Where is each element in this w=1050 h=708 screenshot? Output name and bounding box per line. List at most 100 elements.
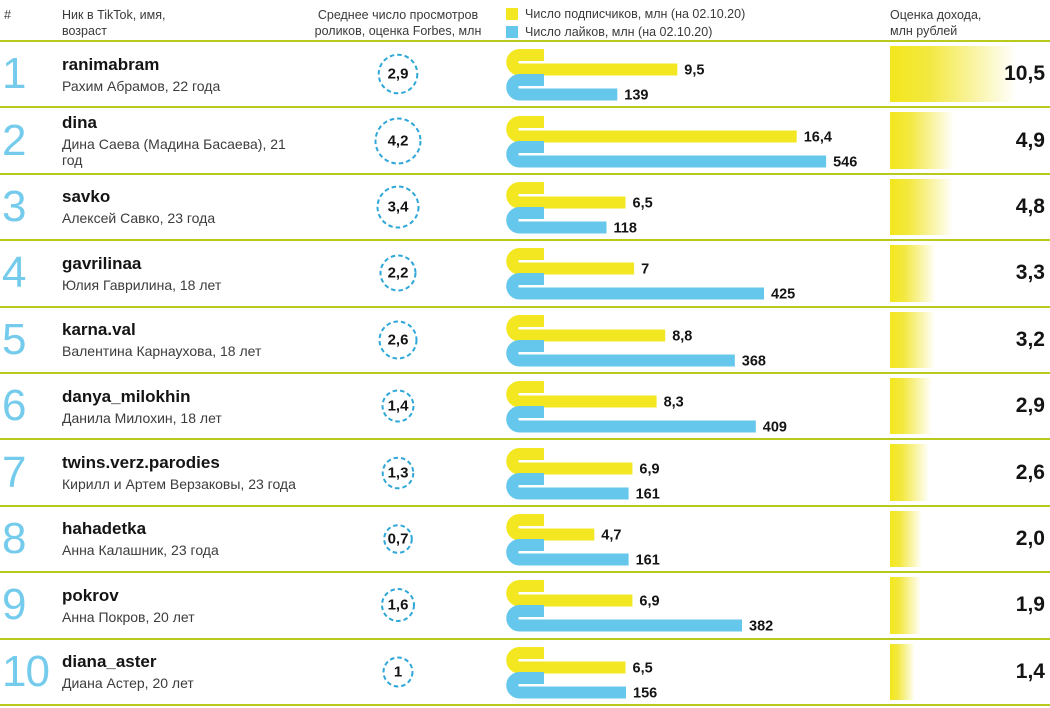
- likes-bar: [506, 538, 629, 566]
- person-info: Юлия Гаврилина, 18 лет: [62, 276, 222, 293]
- rank-number: 8: [2, 513, 26, 563]
- subscribers-bar: [506, 447, 633, 475]
- likes-value: 425: [771, 287, 795, 303]
- ranking-row: 4 gavrilinaa Юлия Гаврилина, 18 лет 2,2 …: [0, 241, 1050, 308]
- nickname: savko: [62, 187, 111, 207]
- blogger-cell: hahadetka Анна Калашник, 23 года: [56, 519, 304, 558]
- likes-bar: [506, 406, 756, 433]
- income-cell: 1,4: [872, 640, 1050, 704]
- bars-cell: 6,9 382: [492, 573, 872, 637]
- views-value: 2,2: [388, 265, 409, 282]
- views-value: 1,6: [388, 597, 409, 614]
- income-bar: [890, 444, 929, 501]
- views-circle-icon: [374, 117, 422, 165]
- blogger-cell: twins.verz.parodies Кирилл и Артем Верза…: [56, 453, 304, 492]
- ranking-row: 3 savko Алексей Савко, 23 года 3,4 6,5 1…: [0, 175, 1050, 242]
- bars-cell: 16,4 546: [492, 109, 872, 173]
- ranking-row: 9 pokrov Анна Покров, 20 лет 1,6 6,9 382…: [0, 573, 1050, 640]
- ranking-row: 7 twins.verz.parodies Кирилл и Артем Вер…: [0, 440, 1050, 507]
- views-value: 2,9: [388, 66, 409, 83]
- likes-value: 409: [763, 420, 787, 436]
- likes-value: 368: [742, 353, 766, 369]
- views-circle-icon: [379, 254, 417, 292]
- nickname: diana_aster: [62, 652, 157, 672]
- legend-item-subscribers: Число подписчиков, млн (на 02.10.20): [506, 7, 872, 21]
- likes-value: 161: [636, 552, 660, 568]
- subscribers-value: 16,4: [804, 129, 832, 145]
- subscribers-value: 6,9: [639, 461, 659, 477]
- rank-number: 6: [2, 381, 26, 431]
- blogger-cell: savko Алексей Савко, 23 года: [56, 187, 304, 226]
- bars-chart: 16,4 546: [506, 115, 857, 170]
- income-bar: [890, 510, 922, 568]
- views-value: 1,3: [388, 464, 409, 481]
- income-bar: [890, 46, 1016, 103]
- views-cell: 3,4: [304, 181, 492, 233]
- subscribers-value: 8,3: [664, 395, 684, 411]
- subscribers-bar: [506, 580, 633, 607]
- income-value: 2,0: [1015, 526, 1045, 550]
- nickname: gavrilinaa: [62, 253, 142, 273]
- ranking-row: 2 dina Дина Саева (Мадина Басаева), 21 г…: [0, 108, 1050, 175]
- ranking-row: 10 diana_aster Диана Астер, 20 лет 1 6,5…: [0, 640, 1050, 706]
- views-circle-icon: [381, 588, 415, 623]
- views-circle-chart: 0,7: [383, 524, 413, 554]
- views-circle-icon: [383, 524, 413, 554]
- ranking-row: 1 ranimabram Рахим Абрамов, 22 года 2,9 …: [0, 42, 1050, 109]
- income-cell: 2,6: [872, 440, 1050, 504]
- nickname: ranimabram: [62, 54, 160, 74]
- subscribers-value: 6,5: [633, 660, 653, 676]
- person-info: Данила Милохин, 18 лет: [62, 409, 222, 426]
- person-info: Диана Астер, 20 лет: [62, 675, 194, 692]
- nickname: pokrov: [62, 585, 119, 605]
- rank-number: 3: [2, 181, 26, 231]
- ranking-list: 1 ranimabram Рахим Абрамов, 22 года 2,9 …: [0, 42, 1050, 706]
- income-value: 2,9: [1015, 394, 1045, 418]
- views-circle-icon: [381, 389, 415, 423]
- views-value: 1: [394, 663, 402, 680]
- rank-number: 7: [2, 447, 26, 497]
- blogger-cell: dina Дина Саева (Мадина Басаева), 21 год: [56, 113, 304, 168]
- views-cell: 1,4: [304, 380, 492, 432]
- income-cell: 2,9: [872, 374, 1050, 438]
- views-value: 0,7: [388, 530, 409, 547]
- views-circle-chart: 2,9: [377, 53, 419, 95]
- income-cell: 2,0: [872, 507, 1050, 571]
- bars-chart: 6,9 161: [506, 447, 660, 502]
- income-cell: 3,2: [872, 308, 1050, 372]
- bars-cell: 6,5 156: [492, 640, 872, 704]
- views-cell: 1,3: [304, 447, 492, 499]
- income-bar: [890, 311, 935, 368]
- subscribers-value: 7: [641, 262, 649, 278]
- views-cell: 2,2: [304, 247, 492, 299]
- likes-value: 156: [633, 685, 657, 701]
- col-header-views: Среднее число просмотров роликов, оценка…: [314, 8, 482, 39]
- income-value: 1,4: [1015, 659, 1045, 683]
- rank-number: 2: [2, 115, 26, 165]
- income-bar: [890, 577, 921, 634]
- likes-value: 118: [614, 220, 637, 236]
- views-circle-icon: [382, 656, 414, 688]
- rank-number: 10: [2, 646, 50, 696]
- likes-value: 382: [749, 619, 773, 635]
- bars-chart: 7 425: [506, 248, 795, 303]
- rank-number: 1: [2, 49, 26, 99]
- subscribers-bar: [506, 49, 678, 76]
- income-cell: 4,9: [872, 108, 1050, 172]
- subscribers-bar: [506, 181, 626, 209]
- likes-swatch-icon: [506, 26, 518, 38]
- legend-item-likes: Число лайков, млн (на 02.10.20): [506, 25, 872, 39]
- bars-cell: 4,7 161: [492, 507, 872, 571]
- views-value: 3,4: [388, 198, 410, 215]
- bars-cell: 7 425: [492, 241, 872, 305]
- ranking-row: 6 danya_milokhin Данила Милохин, 18 лет …: [0, 374, 1050, 441]
- views-circle-chart: 1,6: [381, 588, 415, 623]
- income-value: 1,9: [1015, 593, 1045, 617]
- likes-value: 161: [636, 486, 660, 502]
- likes-bar: [506, 140, 827, 168]
- person-info: Рахим Абрамов, 22 года: [62, 77, 221, 94]
- subscribers-value: 6,5: [633, 195, 653, 211]
- bars-chart: 6,5 156: [506, 646, 657, 701]
- bars-cell: 9,5 139: [492, 42, 872, 106]
- views-cell: 4,2: [304, 115, 492, 167]
